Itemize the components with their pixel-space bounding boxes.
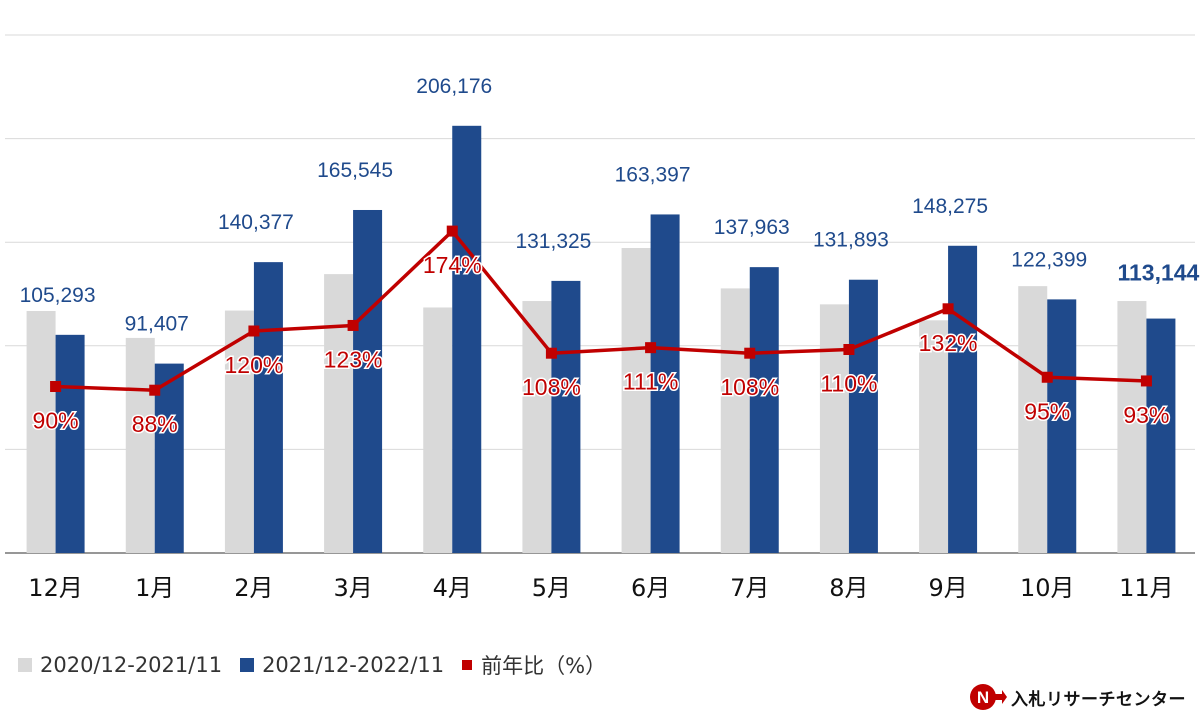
bar-2020 [720,288,750,553]
bar-value-label: 113,144 [1117,260,1199,286]
ratio-point [1041,371,1053,383]
ratio-point [545,347,557,359]
legend-swatch-2020 [18,658,32,672]
x-tick-label: 11月 [1119,574,1174,602]
ratio-value-label: 93% [1123,402,1169,428]
ratio-value-label: 174% [423,252,482,278]
x-tick-label: 10月 [1020,574,1075,602]
x-tick-label: 4月 [433,574,472,602]
brand-name: 入札リサーチセンター [1011,689,1186,710]
ratio-point [942,303,954,315]
ratio-point [446,225,458,237]
bar-2021 [948,245,978,553]
x-tick-label: 8月 [829,574,868,602]
bar-2021 [749,267,779,553]
ratio-value-label: 111% [623,369,678,395]
bar-value-label: 131,893 [813,229,889,252]
legend: 2020/12-2021/11 2021/12-2022/11 前年比（%） [18,650,624,680]
ratio-value-label: 108% [522,374,581,400]
bar-2021 [551,280,581,553]
bar-2020 [621,248,651,554]
x-tick-label: 5月 [532,574,571,602]
bar-2021 [253,262,283,553]
bar-2021 [848,279,878,553]
bar-value-label: 105,293 [20,284,96,307]
bar-2020 [919,320,949,553]
bar-value-label: 131,325 [515,230,591,253]
legend-item-2020: 2020/12-2021/11 [18,653,222,677]
ratio-value-label: 110% [820,371,877,397]
bar-2020 [1018,286,1048,553]
legend-item-ratio: 前年比（%） [462,650,606,680]
ratio-value-label: 120% [225,352,284,378]
ratio-point [1140,375,1152,387]
bar-value-label: 122,399 [1011,248,1087,271]
legend-item-2021: 2021/12-2022/11 [240,653,444,677]
bar-2021 [1146,318,1176,553]
ratio-point [843,344,855,355]
ratio-value-label: 123% [324,346,383,372]
bar-value-label: 163,397 [615,163,691,186]
ratio-value-label: 108% [720,374,779,400]
ratio-point [50,381,62,392]
bar-2021 [650,214,680,554]
ratio-point [248,325,260,337]
ratio-line [55,229,1147,392]
bar-2020 [819,304,849,553]
legend-marker-ratio [462,660,473,670]
x-tick-label: 6月 [631,574,670,602]
bar-2021 [1047,299,1077,553]
legend-label-2021: 2021/12-2022/11 [262,653,445,677]
bar-2020 [1117,301,1147,553]
bar-2020 [125,337,155,553]
x-tick-label: 9月 [928,574,967,602]
ratio-point [347,319,359,331]
brand: N 入札リサーチセンター [969,682,1186,712]
bar-value-label: 91,407 [125,313,189,336]
bar-2020 [224,310,254,553]
legend-swatch-2021 [240,658,255,672]
bar-2020 [26,310,56,553]
bar-value-label: 140,377 [218,211,294,234]
bar-value-label: 165,545 [317,159,393,182]
ratio-point [149,384,161,396]
ratio-point [744,347,756,359]
ratio-point [645,342,657,354]
legend-label-ratio: 前年比（%） [481,654,607,678]
ratio-value-label: 90% [33,408,79,434]
x-tick-label: 1月 [135,574,174,602]
bar-value-label: 148,275 [912,195,988,218]
ratio-value-label: 132% [919,330,978,356]
x-tick-label: 7月 [730,574,769,602]
bar-value-label: 137,963 [714,216,790,239]
bar-value-label: 206,176 [416,75,492,98]
ratio-value-label: 88% [132,411,178,437]
bar-2020 [423,307,453,553]
bar-2021 [353,209,383,553]
legend-label-2020: 2020/12-2021/11 [40,653,223,677]
x-tick-label: 12月 [28,574,83,602]
x-tick-label: 3月 [333,574,372,602]
bar-2020 [522,301,552,553]
bar-2021 [55,334,85,553]
ratio-value-label: 95% [1024,398,1070,424]
brand-logo-icon: N [970,684,1007,710]
x-tick-label: 2月 [234,574,273,602]
bar-2020 [324,274,354,553]
brand-logo-letter: N [977,688,989,707]
bar-2021 [452,125,482,553]
combo-chart: 12月 1月 2月 3月 4月 5月 6月 7月 8月 9月 10月 11月 105,293 91,407… [5,34,1200,602]
